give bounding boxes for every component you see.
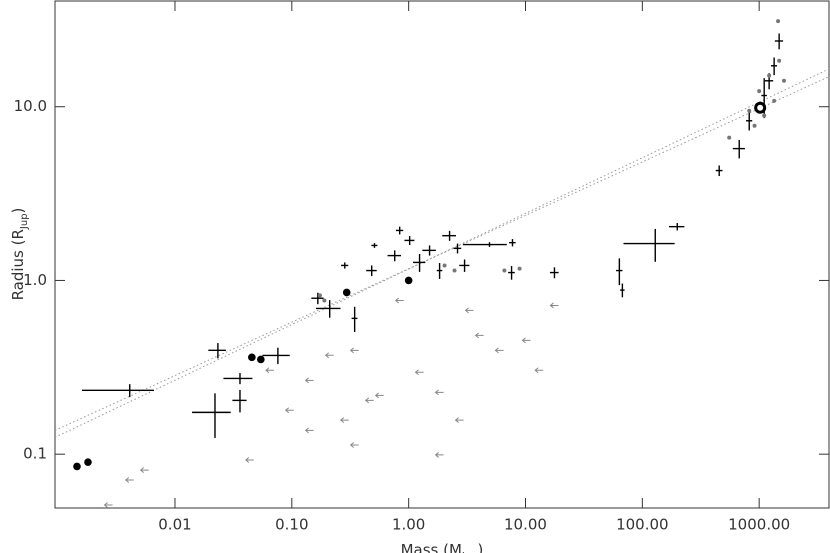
upper-limit-arrow (374, 392, 384, 399)
solar-system-planet (404, 276, 413, 285)
star-point (762, 113, 767, 118)
upper-limit-arrow (339, 417, 349, 424)
star-point (781, 78, 786, 83)
upper-limit-arrow (124, 477, 134, 483)
upper-limit-arrow (434, 389, 444, 396)
y-tick-label: 1.0 (23, 271, 47, 289)
star-point (502, 268, 507, 273)
ylabel-part: ) (9, 208, 27, 214)
sun (754, 101, 767, 114)
star-point (757, 89, 762, 94)
star-point (517, 266, 522, 271)
x-tick-label: 1.00 (392, 516, 425, 534)
y-tick-label: 10.0 (14, 97, 47, 115)
solar-system-planet (248, 353, 256, 362)
star-point (452, 268, 457, 273)
upper-limit-arrow (349, 442, 359, 448)
star-point (322, 298, 327, 303)
x-tick-label: 0.10 (275, 516, 308, 534)
star-point (776, 19, 781, 24)
upper-limit-arrow (534, 367, 544, 374)
star-point (772, 98, 777, 103)
xlabel-part: Mass (M (401, 541, 462, 553)
ylabel-part: Radius (R (9, 229, 27, 300)
star-point (317, 293, 322, 298)
upper-limit-arrow (364, 397, 374, 404)
upper-limit-arrow (394, 297, 404, 304)
x-tick-label: 100.00 (616, 516, 669, 534)
upper-limit-arrow (265, 367, 274, 374)
upper-limit-arrow (464, 307, 474, 314)
upper-limit-arrow (414, 369, 424, 376)
solar-system-planet (257, 355, 265, 364)
ylabel-part: Jup (19, 213, 30, 230)
solar-system-planet (73, 462, 81, 471)
upper-limit-arrow (304, 427, 314, 434)
upper-limit-arrow (245, 457, 254, 463)
upper-limit-arrow (324, 352, 334, 359)
y-tick-label: 0.1 (23, 445, 47, 463)
upper-limit-arrow (284, 407, 294, 414)
upper-limit-arrow (474, 332, 484, 339)
ylabel: Radius (RJup) (9, 208, 30, 301)
upper-limit-arrow (549, 302, 559, 309)
star-point (747, 108, 752, 113)
upper-limit-arrow (103, 502, 113, 508)
upper-limit-arrow (521, 337, 531, 344)
star-point (767, 73, 772, 78)
upper-limit-arrow (349, 347, 359, 354)
upper-limit-arrow (454, 417, 464, 424)
x-tick-label: 10.00 (504, 516, 547, 534)
xlabel: Mass (MJup) (401, 541, 484, 553)
x-tick-label: 0.01 (158, 516, 191, 534)
fit-line (54, 68, 830, 438)
upper-limit-arrow (494, 347, 504, 354)
solar-system-planet (342, 288, 351, 297)
x-tick-label: 1000.00 (728, 516, 790, 534)
star-point (752, 123, 757, 128)
upper-limit-arrow (139, 467, 149, 473)
upper-limit-arrow (304, 377, 314, 384)
plot-frame (54, 0, 830, 509)
upper-limit-arrow (434, 452, 444, 458)
star-point (442, 263, 447, 268)
star-point (727, 135, 732, 140)
xlabel-part: ) (478, 541, 484, 553)
xlabel-part: Jup (461, 551, 478, 553)
solar-system-planet (84, 458, 92, 466)
star-point (777, 58, 782, 63)
fit-line (54, 76, 830, 431)
